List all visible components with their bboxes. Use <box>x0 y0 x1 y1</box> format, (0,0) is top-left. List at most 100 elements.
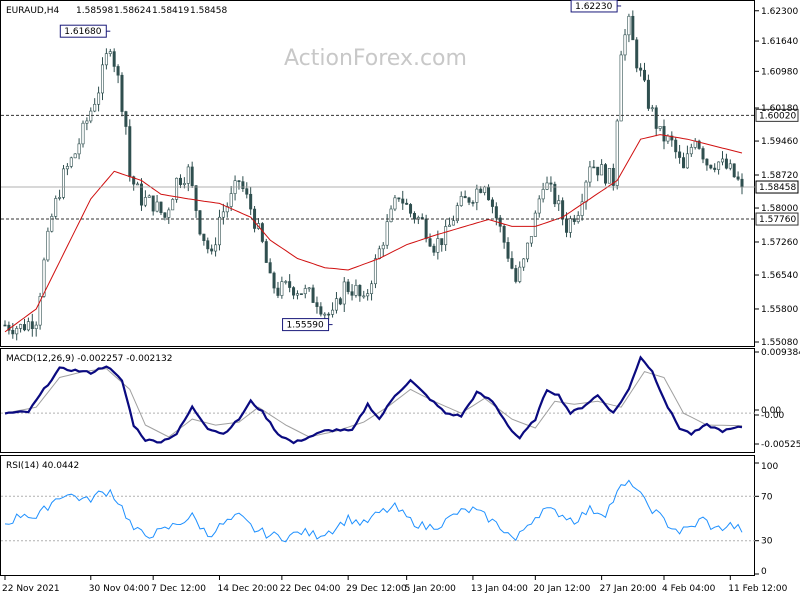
candle-body <box>393 197 397 210</box>
candle-body <box>73 153 77 159</box>
candle-body <box>151 195 155 212</box>
candle-body <box>373 258 377 285</box>
time-tick-label: 30 Nov 04:00 <box>89 584 150 594</box>
macd-panel <box>0 348 755 453</box>
candle-body <box>463 196 467 199</box>
current-price-label: 1.58458 <box>759 183 796 193</box>
candle-body <box>572 218 576 222</box>
macd-tick-label: -0.005252 <box>761 440 800 450</box>
candle-body <box>448 224 452 227</box>
candle-body <box>69 157 73 167</box>
candle-body <box>635 39 639 69</box>
candle-body <box>436 238 440 253</box>
candle-body <box>15 328 19 335</box>
time-tick-label: 5 Jan 20:00 <box>405 584 457 594</box>
candle-body <box>455 205 459 221</box>
candle-body <box>705 158 709 166</box>
candle-body <box>514 268 518 282</box>
candle-body <box>553 183 557 205</box>
candle-body <box>120 74 124 112</box>
candle-body <box>229 193 233 207</box>
candle-body <box>385 221 389 246</box>
candle-body <box>354 284 358 296</box>
ohlc-close: 1.58458 <box>190 6 227 16</box>
candle-body <box>604 164 608 184</box>
candle-body <box>611 167 615 186</box>
candle-body <box>475 188 479 203</box>
candle-body <box>65 166 69 170</box>
candle-body <box>377 248 381 259</box>
macd-label: MACD(12,26,9) -0.002257 -0.002132 <box>6 354 172 364</box>
candle-body <box>405 202 409 205</box>
candle-body <box>280 281 284 296</box>
candle-body <box>108 51 112 54</box>
candle-body <box>619 54 623 122</box>
candle-body <box>674 139 678 153</box>
candle-body <box>412 213 416 220</box>
candle-body <box>639 67 643 71</box>
candle-body <box>327 313 331 316</box>
candle-body <box>721 158 725 163</box>
candle-body <box>22 324 26 331</box>
candle-body <box>276 287 280 296</box>
candle-body <box>483 186 487 193</box>
candle-body <box>334 298 338 311</box>
macd-tick-label: 0.009384 <box>761 348 800 358</box>
candle-body <box>61 168 65 198</box>
candle-body <box>557 200 561 205</box>
candle-body <box>529 236 533 244</box>
price-tick-label: 1.62300 <box>761 7 798 17</box>
price-tick-label: 1.59460 <box>761 137 798 147</box>
candle-body <box>701 148 705 160</box>
rsi-tick-label: 100 <box>761 462 778 472</box>
candle-body <box>490 199 494 207</box>
candle-body <box>709 164 713 169</box>
candle-body <box>100 64 104 94</box>
candle-body <box>658 126 662 129</box>
candle-body <box>202 233 206 241</box>
candle-body <box>346 281 350 292</box>
level-label: 1.60020 <box>759 111 796 121</box>
candle-body <box>487 186 491 201</box>
price-annotation-label: 1.62230 <box>575 2 612 12</box>
candle-body <box>424 218 428 239</box>
candle-body <box>592 166 596 169</box>
time-tick-label: 22 Dec 04:00 <box>280 584 341 594</box>
rsi-tick-label: 30 <box>761 537 773 547</box>
candle-body <box>643 69 647 81</box>
time-tick-label: 27 Jan 20:00 <box>600 584 657 594</box>
candle-body <box>284 281 288 283</box>
candle-body <box>93 103 97 112</box>
ohlc-open: 1.58598 <box>76 6 113 16</box>
candle-body <box>588 166 592 183</box>
time-tick-label: 22 Nov 2021 <box>2 584 60 594</box>
candle-body <box>34 324 38 329</box>
candle-body <box>136 183 140 186</box>
candle-body <box>689 147 693 155</box>
candle-body <box>631 15 635 41</box>
candle-body <box>237 180 241 182</box>
candle-body <box>623 34 627 56</box>
price-tick-label: 1.56540 <box>761 271 798 281</box>
price-tick-label: 1.60980 <box>761 67 798 77</box>
candle-body <box>479 188 483 193</box>
candle-body <box>401 198 405 204</box>
candle-body <box>143 197 147 206</box>
candle-body <box>740 178 744 188</box>
macd-tick-label: -0.00 <box>761 411 785 421</box>
candle-body <box>112 51 116 67</box>
candle-body <box>471 202 475 204</box>
candle-body <box>728 163 732 169</box>
price-tick-label: 1.55800 <box>761 305 798 315</box>
candle-body <box>467 197 471 203</box>
candle-body <box>736 176 740 180</box>
time-tick-label: 29 Dec 12:00 <box>346 584 407 594</box>
candle-body <box>58 197 62 199</box>
candle-body <box>171 199 175 211</box>
candle-body <box>350 291 354 296</box>
candle-body <box>409 204 413 214</box>
candle-body <box>432 245 436 253</box>
candle-body <box>97 92 101 105</box>
candle-body <box>299 293 303 295</box>
candle-body <box>397 197 401 200</box>
